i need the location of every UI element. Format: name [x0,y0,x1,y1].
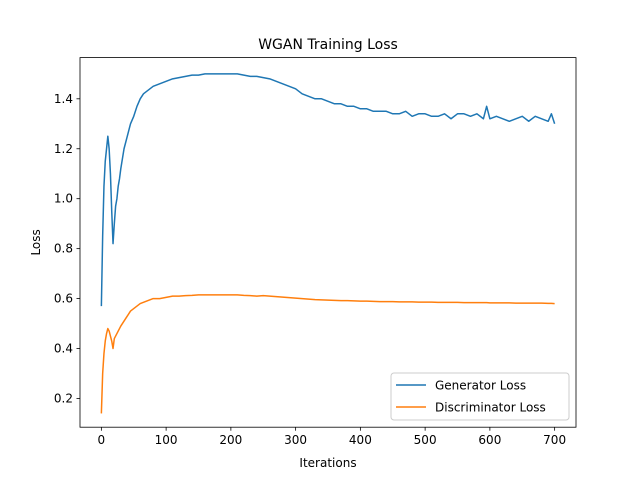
y-tick-label: 1.4 [54,92,73,106]
y-tick-label: 0.4 [54,342,73,356]
y-tick-label: 1.2 [54,142,73,156]
x-tick-label: 200 [219,433,242,447]
x-tick-label: 700 [543,433,566,447]
x-tick-label: 100 [155,433,178,447]
y-tick-label: 1.0 [54,192,73,206]
series-line-discriminator [100,294,555,414]
plot-area [79,57,577,428]
x-axis-label: Iterations [299,456,356,470]
x-tick-label: 0 [98,433,106,447]
chart-title: WGAN Training Loss [258,37,398,53]
y-tick-label: 0.8 [54,242,73,256]
x-tick-label: 600 [478,433,501,447]
axes-frame [79,57,577,428]
x-tick-label: 500 [414,433,437,447]
series-line-generator [100,73,556,307]
x-tick-label: 400 [349,433,372,447]
legend-label-generator: Generator Loss [435,379,526,393]
x-tick-label: 300 [284,433,307,447]
legend: Generator Loss Discriminator Loss [390,372,570,421]
legend-frame [390,372,570,421]
y-axis-ticks: 0.2 0.4 0.6 0.8 1.0 1.2 1.4 [54,92,80,405]
x-axis-ticks: 0 100 200 300 400 500 600 700 [98,427,566,447]
y-axis-label: Loss [29,229,43,255]
y-tick-label: 0.6 [54,292,73,306]
series-layer [100,73,556,414]
y-tick-label: 0.2 [54,391,73,405]
legend-label-discriminator: Discriminator Loss [435,401,546,415]
